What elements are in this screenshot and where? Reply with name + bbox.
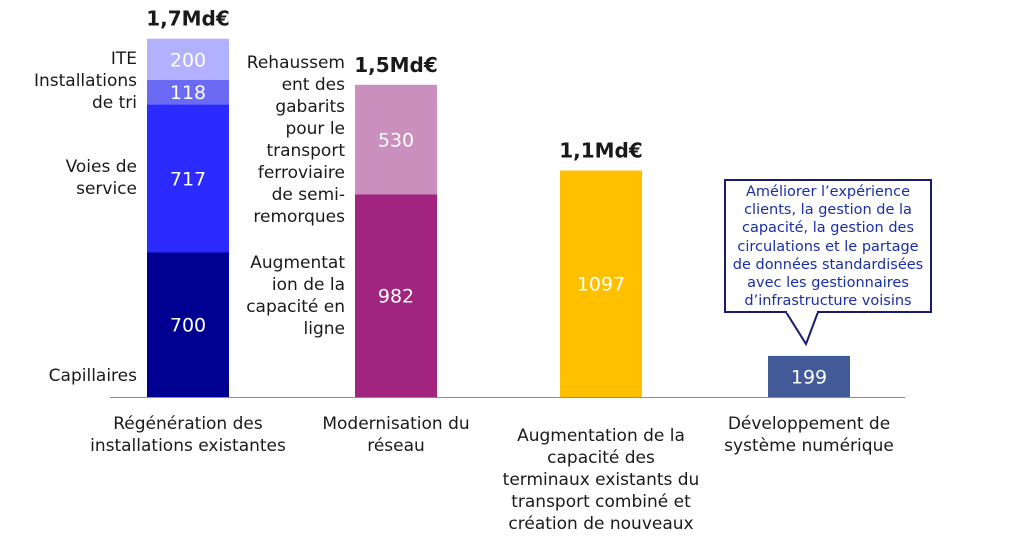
data-label: 199 [791,367,827,389]
data-label: 118 [170,82,206,104]
bar-segment [355,84,437,195]
callout-box: Améliorer l’expérience clients, la gesti… [724,179,932,313]
bar-segment [560,170,642,397]
segment-label: Voies de service [65,157,137,200]
segment-label: Augmentat ion de la capacité en ligne [246,252,345,339]
category-label: Modernisation du réseau [322,414,470,456]
segment-label: Rehaussem ent des gabarits pour le trans… [246,52,345,227]
data-label: 530 [378,130,414,152]
category-label: Régénération des installations existante… [90,414,286,456]
bar-segment [355,194,437,397]
total-label: 1,7Md€ [146,7,230,31]
bar-segment [147,252,229,397]
bar-segment [768,355,850,397]
bar-segment [147,104,229,253]
data-label: 700 [170,315,206,337]
category-label: Développement de système numérique [724,414,894,456]
data-label: 717 [170,168,206,190]
segment-label: Capillaires [48,366,137,386]
total-label: 1,1Md€ [559,139,643,163]
total-label: 1,5Md€ [354,53,438,77]
bar-segment [147,38,229,80]
data-label: 982 [378,286,414,308]
segment-label: ITE [110,49,137,70]
data-label: 1097 [577,274,625,296]
category-label: Augmentation de la capacité des terminau… [502,426,700,534]
segment-label: Installations de tri [33,71,137,114]
data-label: 200 [170,49,206,71]
bar-segment [147,80,229,105]
callout-pointer [784,311,820,347]
